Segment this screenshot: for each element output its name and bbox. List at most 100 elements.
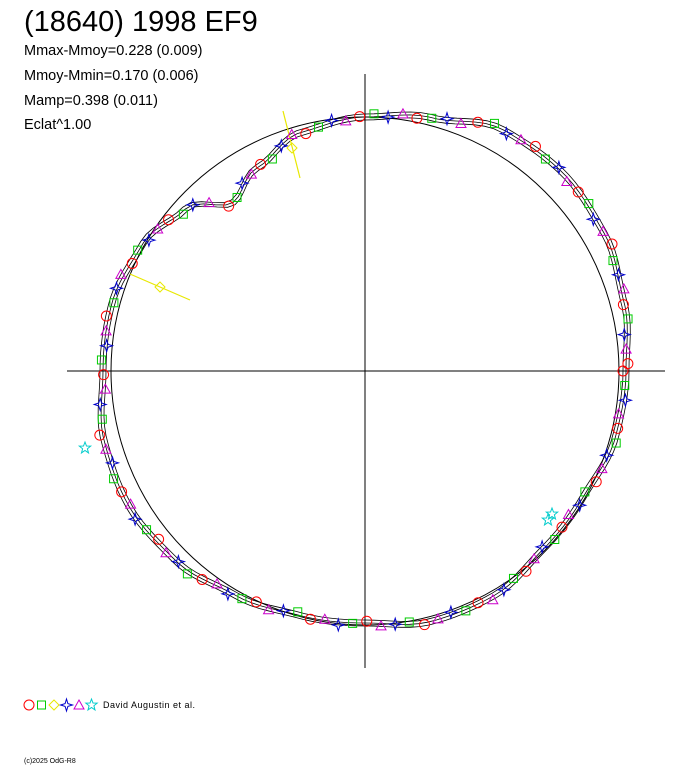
data-point [108,280,125,296]
data-point [285,128,298,139]
data-point [142,525,152,535]
data-point [100,310,112,322]
data-point [597,225,609,236]
yellow-error-bar-1 [282,110,301,179]
data-point [560,175,573,186]
data-point [220,586,236,602]
data-point [515,133,527,145]
data-point [273,138,290,154]
data-point [443,604,459,620]
stat-mmax-mmoy: Mmax-Mmoy=0.228 (0.009) [24,43,203,59]
data-point [611,438,621,448]
data-point [618,282,630,294]
data-point [616,326,632,343]
data-point [98,369,110,381]
data-point [99,383,112,394]
data-point [126,257,138,269]
data-point [411,112,423,124]
data-point [170,553,187,570]
data-point [397,107,409,119]
data-point [160,546,172,558]
data-point [109,474,119,484]
fit-curve-2 [100,114,628,625]
data-point [100,443,112,454]
data-point [508,573,518,583]
data-point [211,577,223,589]
data-point [620,343,632,354]
data-point [455,117,467,129]
legend-symbol-square [37,700,46,710]
data-point [77,440,93,455]
data-point [496,582,512,598]
data-point [98,338,115,354]
data-point [584,199,594,209]
data-point [534,539,550,555]
data-point [472,597,484,609]
data-point [100,324,112,336]
data-point [486,593,499,605]
data-point [153,533,165,545]
data-point [562,508,575,520]
data-point [361,615,373,627]
data-point [203,196,215,208]
data-point [617,392,634,408]
data-point [255,158,267,170]
data-point [348,618,358,628]
data-point [116,486,128,498]
data-point [185,197,201,213]
legend-symbol-circle [23,699,35,711]
data-point [262,603,275,615]
data-point [109,298,119,308]
data-point [551,159,567,176]
data-point [598,447,615,463]
data-point [544,506,560,521]
data-point [520,565,532,577]
data-point [375,619,387,631]
data-point [223,200,235,212]
data-point [585,211,601,227]
stat-eclat: Eclat^1.00 [24,117,92,133]
data-point [154,281,166,293]
data-point [96,355,106,365]
data-point [267,154,277,164]
legend-symbol-triangle [73,698,85,710]
data-point [354,111,366,123]
data-point [313,122,323,132]
data-point [590,476,602,488]
data-point [237,594,247,604]
copyright-footer: (c)2025 OdG-R8 [24,758,76,765]
data-point [300,128,312,140]
data-point [141,232,157,248]
legend-label: David Augustin et al. [103,700,196,710]
legend-symbol-diamond [48,699,60,711]
data-point [245,168,258,179]
data-point [595,462,608,474]
data-point [610,266,627,283]
data-point [250,596,262,608]
data-point [623,314,633,324]
data-point [550,535,560,545]
data-point [529,140,541,152]
data-point [622,358,634,370]
legend-symbol-star6 [84,697,99,712]
data-point [330,617,346,633]
data-point [461,606,471,616]
data-point [275,603,292,619]
data-point [97,414,107,424]
data-point [540,154,550,164]
data-point [472,116,484,128]
data-point [612,407,625,419]
data-point [612,422,624,434]
data-point [133,245,143,255]
data-point [163,214,175,226]
data-point [620,381,630,391]
data-point [571,497,588,513]
data-point [369,109,379,119]
data-point [234,175,250,191]
data-point [151,223,164,234]
axes [67,74,665,668]
data-point [606,238,618,250]
data-point [323,112,340,129]
yellow-error-bar-2 [129,273,191,301]
